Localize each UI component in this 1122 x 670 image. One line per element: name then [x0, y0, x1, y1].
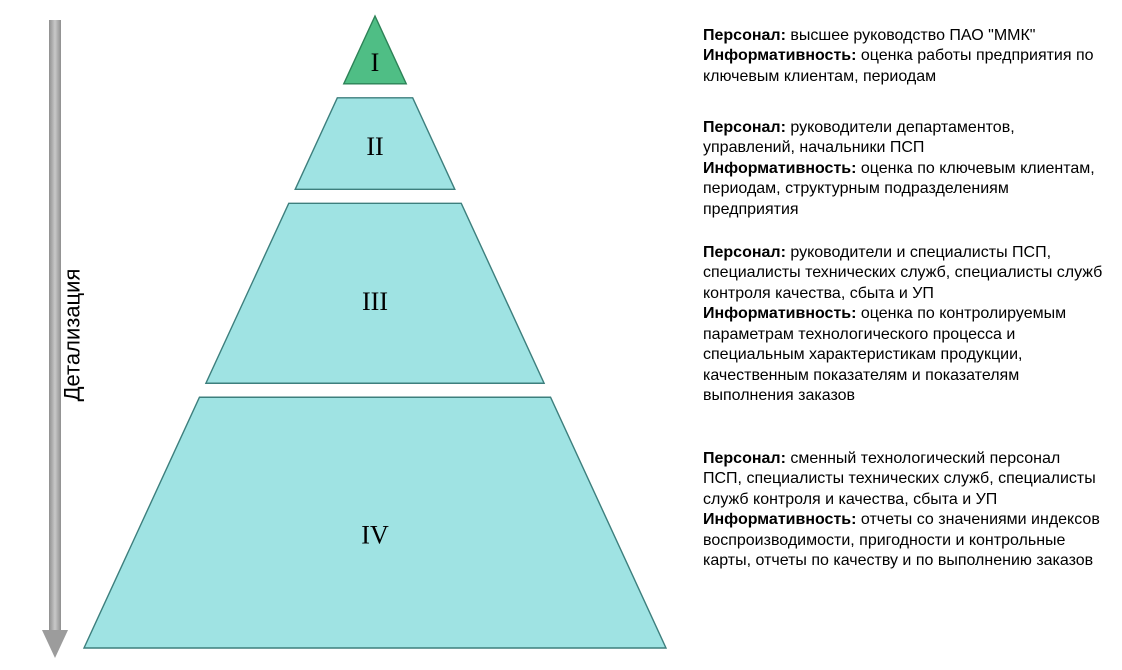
pyramid-level-label-4: IV	[361, 521, 389, 550]
pyramid-level-label-1: I	[371, 48, 380, 77]
level-description-2: Персонал: руководители департаментов, уп…	[703, 118, 1103, 220]
info-line: Информативность: оценка по ключевым клие…	[703, 159, 1103, 220]
diagram-canvas: Детализация IIIIIIIV Персонал: высшее ру…	[0, 0, 1122, 670]
info-line: Информативность: отчеты со значениями ин…	[703, 510, 1103, 571]
personnel-label: Персонал:	[703, 27, 786, 44]
personnel-line: Персонал: высшее руководство ПАО "ММК"	[703, 26, 1103, 46]
personnel-label: Персонал:	[703, 119, 786, 136]
personnel-line: Персонал: руководители и специалисты ПСП…	[703, 243, 1103, 304]
level-description-4: Персонал: сменный технологический персон…	[703, 449, 1103, 572]
level-description-1: Персонал: высшее руководство ПАО "ММК"Ин…	[703, 26, 1103, 87]
info-label: Информативность:	[703, 305, 856, 322]
info-line: Информативность: оценка по контролируемы…	[703, 304, 1103, 406]
info-label: Информативность:	[703, 160, 856, 177]
pyramid-level-label-2: II	[366, 132, 383, 161]
info-line: Информативность: оценка работы предприят…	[703, 46, 1103, 87]
pyramid-level-label-3: III	[362, 287, 388, 316]
personnel-text: высшее руководство ПАО "ММК"	[786, 27, 1036, 44]
personnel-line: Персонал: руководители департаментов, уп…	[703, 118, 1103, 159]
personnel-label: Персонал:	[703, 450, 786, 467]
info-label: Информативность:	[703, 511, 856, 528]
level-description-3: Персонал: руководители и специалисты ПСП…	[703, 243, 1103, 407]
pyramid: IIIIIIIV	[80, 14, 670, 658]
personnel-line: Персонал: сменный технологический персон…	[703, 449, 1103, 510]
detail-arrow	[42, 20, 68, 660]
personnel-label: Персонал:	[703, 244, 786, 261]
info-label: Информативность:	[703, 47, 856, 64]
